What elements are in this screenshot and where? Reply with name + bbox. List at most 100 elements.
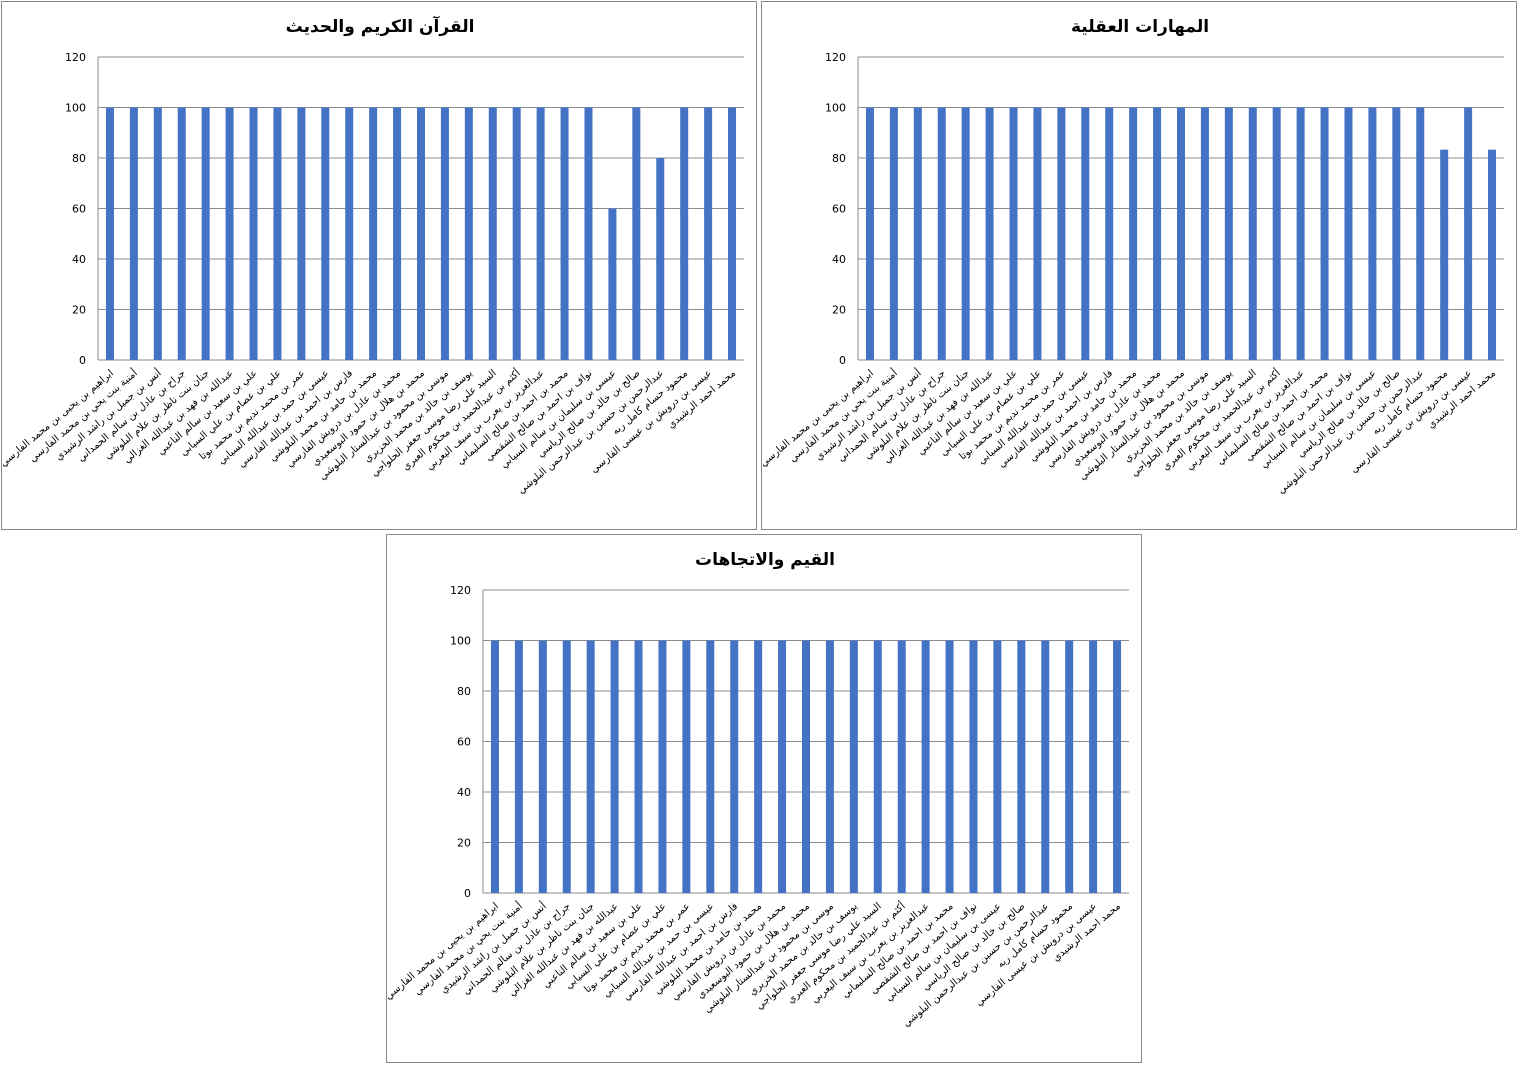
- bar: [658, 640, 667, 893]
- bar: [1105, 107, 1114, 360]
- bar: [680, 107, 689, 360]
- bar: [1488, 149, 1497, 360]
- bar: [129, 107, 138, 360]
- y-tick-label: 40: [457, 786, 471, 799]
- bar: [1033, 107, 1042, 360]
- bar: [1057, 107, 1066, 360]
- bar: [177, 107, 186, 360]
- chart-title: المهارات العقلية: [1071, 17, 1209, 37]
- bar: [1440, 149, 1449, 360]
- bar: [1344, 107, 1353, 360]
- chart-values-attitudes: القيم والاتجاهات 0 20 40 60 80 100 120 ابراهيم ب…: [386, 534, 1142, 1063]
- bar: [369, 107, 378, 360]
- y-tick-label: 120: [825, 51, 846, 64]
- bar: [586, 640, 595, 893]
- bar: [728, 107, 737, 360]
- y-tick-label: 100: [450, 635, 471, 648]
- y-tick-label: 0: [839, 354, 846, 367]
- bar: [153, 107, 162, 360]
- bar: [417, 107, 425, 360]
- y-tick-label: 20: [832, 304, 846, 317]
- bar: [778, 640, 787, 893]
- bar: [1320, 107, 1329, 360]
- chart-svg: القرآن الكريم والحديث020406080100120ابرا…: [2, 15, 744, 496]
- bar: [297, 107, 306, 360]
- bar: [536, 107, 545, 360]
- bar: [1081, 107, 1090, 360]
- bar: [1177, 107, 1185, 360]
- y-tick-label: 60: [72, 203, 86, 216]
- y-tick-label: 20: [457, 837, 471, 850]
- bar: [538, 640, 547, 893]
- bar: [514, 640, 523, 893]
- bar: [1113, 640, 1122, 893]
- bar: [105, 107, 114, 360]
- bar: [865, 107, 874, 360]
- bar: [921, 640, 930, 893]
- y-tick-label: 0: [464, 887, 471, 900]
- bar: [993, 640, 1002, 893]
- bar: [985, 107, 994, 360]
- bar: [1017, 640, 1026, 893]
- chart-title: القرآن الكريم والحديث: [286, 15, 475, 37]
- bar: [913, 107, 922, 360]
- bar: [562, 640, 571, 893]
- bar: [608, 208, 617, 360]
- y-tick-label: 40: [832, 253, 846, 266]
- bar: [1065, 640, 1074, 893]
- bar: [802, 640, 810, 893]
- bar: [754, 640, 763, 893]
- y-tick-label: 120: [450, 584, 471, 597]
- bar: [610, 640, 619, 893]
- bar: [1368, 107, 1377, 360]
- bar: [201, 107, 210, 360]
- chart-mental-skills: المهارات العقلية 0 20 40 60 80 100 120 ابراهيم ب…: [761, 1, 1517, 530]
- y-tick-label: 20: [72, 304, 86, 317]
- bar: [512, 107, 521, 360]
- bar: [632, 107, 641, 360]
- y-tick-label: 60: [457, 736, 471, 749]
- bar: [1464, 107, 1473, 360]
- y-tick-label: 80: [457, 685, 471, 698]
- bar: [488, 107, 497, 360]
- bar: [634, 640, 643, 893]
- bar: [560, 107, 569, 360]
- bar: [1129, 107, 1138, 360]
- bar: [249, 107, 258, 360]
- y-tick-label: 100: [65, 102, 86, 115]
- y-tick-label: 80: [72, 152, 86, 165]
- bar: [656, 158, 665, 360]
- y-tick-label: 80: [832, 152, 846, 165]
- bar: [1272, 107, 1281, 360]
- bar: [825, 640, 834, 893]
- bar: [490, 640, 499, 893]
- bar: [1248, 107, 1257, 360]
- bar: [730, 640, 739, 893]
- bar: [1153, 107, 1162, 360]
- y-tick-label: 60: [832, 203, 846, 216]
- bar: [1296, 107, 1305, 360]
- bar: [584, 107, 593, 360]
- bar: [961, 107, 970, 360]
- bar: [706, 640, 715, 893]
- bar: [873, 640, 882, 893]
- bar: [1392, 107, 1401, 360]
- bar: [345, 107, 354, 360]
- bar: [704, 107, 713, 360]
- bar: [440, 107, 449, 360]
- bar: [945, 640, 954, 893]
- chart-quran-hadith: القرآن الكريم والحديث 0 20 40 60 80 100 120 ابرا…: [1, 1, 757, 530]
- bar: [464, 107, 473, 360]
- bar: [937, 107, 946, 360]
- bar: [1041, 640, 1050, 893]
- y-tick-label: 40: [72, 253, 86, 266]
- bar: [1416, 107, 1425, 360]
- bar: [849, 640, 858, 893]
- y-tick-label: 120: [65, 51, 86, 64]
- bar: [1224, 107, 1233, 360]
- bar: [889, 107, 898, 360]
- y-tick-label: 100: [825, 102, 846, 115]
- bar: [969, 640, 978, 893]
